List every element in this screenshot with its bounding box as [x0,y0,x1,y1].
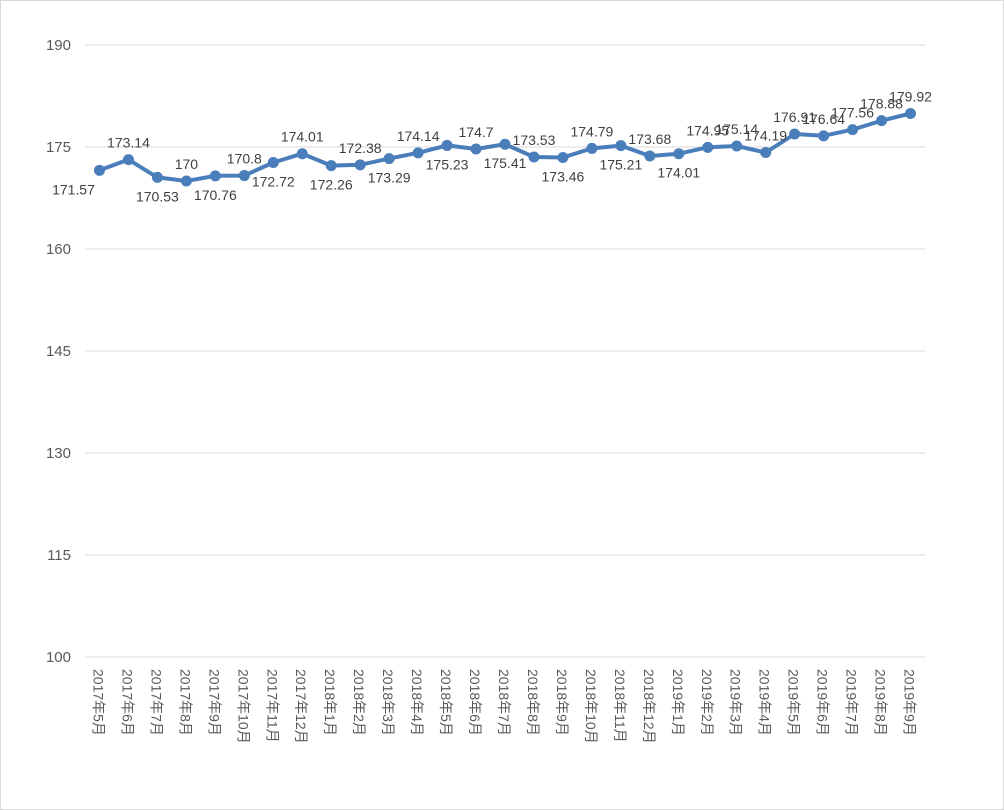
data-label: 174.95 [686,122,729,138]
y-tick-label: 130 [46,445,71,462]
x-tick-label: 2018年11月 [612,669,628,743]
x-tick-label: 2018年9月 [554,669,570,736]
x-tick-label: 2018年6月 [467,669,483,736]
data-label: 173.46 [542,168,585,184]
data-point [528,151,540,163]
x-tick-label: 2018年5月 [438,669,454,736]
data-label: 175.23 [426,156,469,172]
y-tick-label: 190 [46,37,71,54]
data-point [818,130,830,142]
data-point [325,160,337,172]
data-point [876,115,888,127]
x-tick-label: 2017年6月 [119,669,135,736]
x-tick-label: 2018年3月 [380,669,396,736]
x-tick-label: 2017年7月 [148,669,164,736]
data-label: 175.41 [484,155,527,171]
data-labels: 171.57 173.14 170.53 170 170.76 170.8 172.72 17… [52,89,932,205]
data-point [267,157,279,169]
data-label: 172.72 [252,174,295,190]
data-label: 173.53 [513,132,556,148]
data-point [296,148,308,160]
x-tick-label: 2017年10月 [235,669,251,744]
data-point [180,175,192,187]
data-point [354,159,366,171]
data-point [470,143,482,155]
data-point [93,164,105,176]
y-tick-label: 145 [46,343,71,360]
data-label: 174.7 [459,124,494,140]
x-tick-label: 2019年6月 [815,669,831,736]
data-label: 170.8 [227,151,262,167]
x-tick-label: 2019年7月 [844,669,860,736]
data-label: 172.26 [310,177,353,193]
data-label: 170.53 [136,188,179,204]
data-label: 179.92 [889,89,932,105]
x-tick-label: 2017年11月 [264,669,280,743]
y-tick-label: 175 [46,139,71,156]
data-label: 173.29 [368,170,411,186]
data-point [615,140,627,152]
x-tick-label: 2017年9月 [206,669,222,736]
data-point [673,148,685,160]
data-label: 175.14 [715,121,758,137]
data-point [238,170,250,182]
data-label: 174.01 [657,165,700,181]
data-label: 174.14 [397,128,440,144]
data-label: 170 [175,156,199,172]
y-tick-label: 160 [46,241,71,258]
x-tick-label: 2019年5月 [786,669,802,736]
data-label: 171.57 [52,181,95,197]
data-label: 172.38 [339,140,382,156]
data-label: 176.91 [773,109,816,125]
x-tick-label: 2019年3月 [728,669,744,736]
data-point [586,142,598,154]
data-point [557,151,569,163]
x-tick-label: 2018年7月 [496,669,512,736]
data-point [499,138,511,150]
data-point [760,147,772,159]
data-label: 174.01 [281,129,324,145]
data-point [151,171,163,183]
x-tick-label: 2019年1月 [670,669,686,736]
x-tick-label: 2019年2月 [699,669,715,736]
x-tick-label: 2018年4月 [409,669,425,736]
x-tick-label: 2019年4月 [757,669,773,736]
data-label: 176.64 [802,111,845,127]
data-point [905,108,917,120]
data-point [209,170,221,182]
x-tick-label: 2017年5月 [90,669,106,736]
data-point [441,139,453,151]
x-tick-label: 2018年1月 [322,669,338,736]
data-label: 177.56 [831,105,874,121]
data-point [383,153,395,165]
data-label: 178.88 [860,96,903,112]
x-tick-label: 2019年8月 [873,669,889,736]
x-tick-label: 2018年12月 [641,669,657,744]
y-tick-label: 100 [46,649,71,666]
data-label: 173.14 [107,135,150,151]
data-point [847,124,859,136]
x-tick-label: 2017年8月 [177,669,193,736]
x-tick-label: 2018年8月 [525,669,541,736]
y-axis-ticks: 100 115 130 145 160 175 190 [46,37,71,666]
data-point [412,147,424,159]
x-axis-ticks: 2017年5月 2017年6月 2017年7月 2017年8月 2017年9月 2017年… [90,669,917,744]
data-point [122,154,134,166]
data-point [789,128,801,140]
y-tick-label: 115 [47,547,71,564]
data-point [702,141,714,153]
data-point [731,140,743,152]
x-tick-label: 2017年12月 [293,669,309,744]
data-label: 174.19 [744,128,787,144]
x-tick-label: 2019年9月 [902,669,918,736]
data-label: 175.21 [599,157,642,173]
data-label: 173.68 [628,131,671,147]
series-line-layer [93,108,917,187]
x-tick-label: 2018年2月 [351,669,367,736]
data-label: 170.76 [194,187,237,203]
x-tick-label: 2018年10月 [583,669,599,744]
data-label: 174.79 [570,123,613,139]
data-point [644,150,656,162]
